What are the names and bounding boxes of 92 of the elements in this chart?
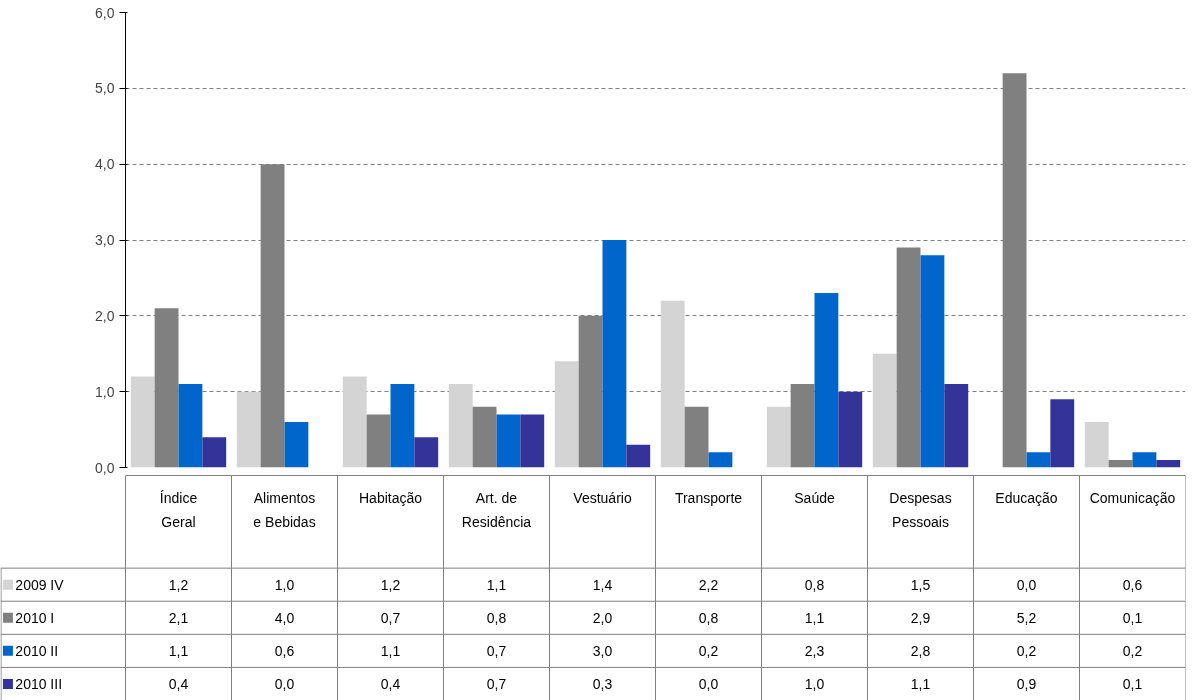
- data-label: 0,0: [698, 675, 719, 692]
- y-tick-label: 5,0: [95, 80, 115, 97]
- data-label: 1,4: [592, 576, 613, 593]
- data-label: 0,8: [804, 576, 825, 593]
- y-tick-label: 2,0: [95, 307, 115, 324]
- data-label: 2,9: [910, 609, 931, 626]
- x-tick-label: Habitação: [358, 490, 423, 507]
- data-label: 0,6: [1122, 576, 1143, 593]
- bar: [284, 422, 309, 468]
- data-label: 0,1: [1122, 675, 1143, 692]
- y-tick-label: 0,0: [95, 459, 115, 476]
- data-label: 0,2: [1016, 642, 1037, 659]
- x-tick-label: Educação: [995, 490, 1058, 507]
- data-label: 1,5: [910, 576, 931, 593]
- bar: [1132, 452, 1157, 468]
- data-label: 1,1: [380, 642, 401, 659]
- data-label: 0,8: [486, 609, 507, 626]
- bar: [366, 414, 391, 468]
- bar: [236, 391, 261, 468]
- data-label: 1,2: [168, 576, 189, 593]
- bar: [342, 376, 367, 468]
- bar: [520, 414, 545, 468]
- x-tick-label: Transporte: [674, 490, 743, 507]
- data-label: 2,0: [592, 609, 613, 626]
- legend-label: 2010 III: [15, 675, 63, 692]
- x-tick-label: Despesas Pessoais: [889, 490, 952, 531]
- bar: [684, 406, 709, 468]
- legend-label: 2010 I: [15, 609, 55, 626]
- data-label: 0,2: [698, 642, 719, 659]
- bar: [1156, 459, 1181, 468]
- legend-label: 2010 II: [15, 642, 59, 659]
- data-label: 0,6: [274, 642, 295, 659]
- data-label: 1,1: [804, 609, 825, 626]
- data-label: 3,0: [592, 642, 613, 659]
- bar: [496, 414, 521, 468]
- data-label: 1,0: [804, 675, 825, 692]
- bar: [708, 452, 733, 468]
- y-tick-label: 4,0: [95, 156, 115, 173]
- bar: [202, 437, 227, 468]
- bar: [390, 384, 415, 468]
- x-tick-label: Comunicação: [1089, 490, 1176, 507]
- bar: [414, 437, 439, 468]
- bar: [660, 300, 685, 468]
- bar: [554, 361, 579, 468]
- bar: [1108, 459, 1133, 468]
- data-label: 1,2: [380, 576, 401, 593]
- bar: [872, 353, 897, 468]
- bar: [790, 384, 815, 468]
- y-tick-label: 6,0: [95, 4, 115, 21]
- bar: [766, 406, 791, 468]
- x-tick-label: Vestuário: [573, 490, 632, 507]
- data-label: 0,4: [380, 675, 401, 692]
- data-label: 1,0: [274, 576, 295, 593]
- x-tick-label: Art. de Residência: [461, 490, 532, 531]
- data-label: 0,8: [698, 609, 719, 626]
- data-label: 0,0: [1016, 576, 1037, 593]
- x-tick-label: Alimentos e Bebidas: [253, 490, 316, 531]
- bar: [944, 384, 969, 468]
- bar: [920, 255, 945, 468]
- data-label: 0,7: [486, 642, 507, 659]
- data-label: 0,0: [274, 675, 295, 692]
- y-tick-label: 1,0: [95, 383, 115, 400]
- y-tick-label: 3,0: [95, 232, 115, 248]
- bar: [1026, 452, 1051, 468]
- data-label: 0,1: [1122, 609, 1143, 626]
- data-label: 1,1: [168, 642, 189, 659]
- data-label: 0,4: [168, 675, 189, 692]
- bar: [602, 240, 627, 468]
- data-label: 0,3: [592, 675, 613, 692]
- bar: [814, 293, 839, 468]
- data-label: 5,2: [1016, 609, 1037, 626]
- data-label: 1,1: [910, 675, 931, 692]
- bar: [1050, 399, 1075, 468]
- x-tick-label: Saúde: [794, 490, 835, 507]
- legend-label: 2009 IV: [15, 576, 65, 593]
- bar: [448, 384, 473, 468]
- bar: [626, 444, 651, 468]
- bar: [472, 406, 497, 468]
- bar: [178, 384, 203, 468]
- data-label: 2,2: [698, 576, 719, 593]
- data-label: 0,7: [380, 609, 401, 626]
- bar: [130, 376, 155, 468]
- data-label: 2,8: [910, 642, 931, 659]
- data-label: 1,1: [486, 576, 507, 593]
- x-tick-label: Índice Geral: [159, 490, 198, 531]
- data-label: 4,0: [274, 609, 295, 626]
- data-label: 2,3: [804, 642, 825, 659]
- data-label: 2,1: [168, 609, 189, 626]
- bar: [838, 391, 863, 468]
- data-label: 0,9: [1016, 675, 1037, 692]
- data-label: 0,7: [486, 675, 507, 692]
- data-label: 0,2: [1122, 642, 1143, 659]
